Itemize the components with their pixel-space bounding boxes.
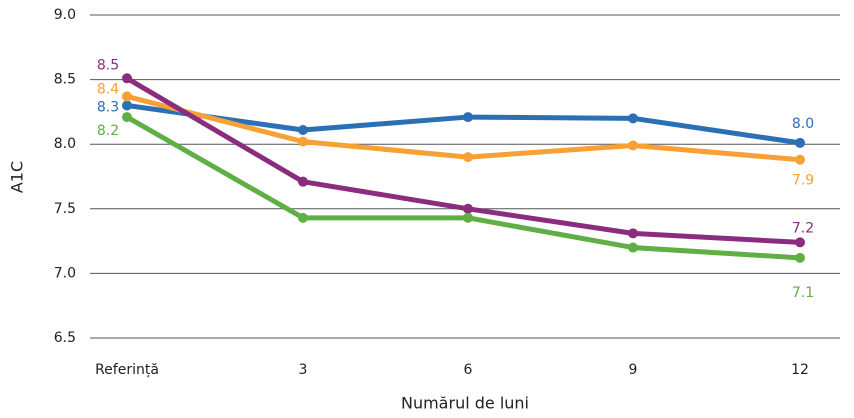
data-point xyxy=(298,124,308,135)
data-point xyxy=(298,212,308,223)
data-point xyxy=(628,242,638,253)
data-label: 7.9 xyxy=(792,173,814,189)
y-tick-label: 6.5 xyxy=(54,330,76,346)
y-tick-label: 8.0 xyxy=(54,136,76,152)
data-point xyxy=(463,212,473,223)
data-point xyxy=(628,113,638,124)
x-axis-title: Numărul de luni xyxy=(401,394,529,413)
data-point xyxy=(122,112,132,123)
y-tick-label: 7.0 xyxy=(54,265,76,281)
x-tick-label: Referință xyxy=(95,362,159,378)
x-tick-label: 6 xyxy=(464,362,473,378)
data-point xyxy=(795,154,805,165)
data-point xyxy=(122,100,132,111)
data-label: 8.0 xyxy=(792,116,814,132)
x-tick-label: 3 xyxy=(299,362,308,378)
y-tick-label: 8.5 xyxy=(54,72,76,88)
data-point xyxy=(795,252,805,263)
y-tick-label: 7.5 xyxy=(54,201,76,217)
x-tick-label: 9 xyxy=(629,362,638,378)
x-tick-label: 12 xyxy=(791,362,809,378)
data-point xyxy=(463,203,473,214)
data-point xyxy=(628,228,638,239)
data-label: 8.3 xyxy=(97,99,119,115)
data-point xyxy=(795,237,805,248)
data-label: 8.4 xyxy=(97,81,119,97)
data-point xyxy=(628,140,638,151)
data-point xyxy=(298,136,308,147)
data-label: 8.5 xyxy=(97,57,119,73)
data-label: 8.2 xyxy=(97,123,119,139)
data-label: 7.1 xyxy=(792,285,814,301)
y-axis-title: A1C xyxy=(8,161,27,193)
data-point xyxy=(463,112,473,123)
data-point xyxy=(463,152,473,163)
data-point xyxy=(122,91,132,102)
data-point xyxy=(122,73,132,84)
data-point xyxy=(795,137,805,148)
y-tick-label: 9.0 xyxy=(54,7,76,23)
data-label: 7.2 xyxy=(792,220,814,236)
data-point xyxy=(298,176,308,187)
